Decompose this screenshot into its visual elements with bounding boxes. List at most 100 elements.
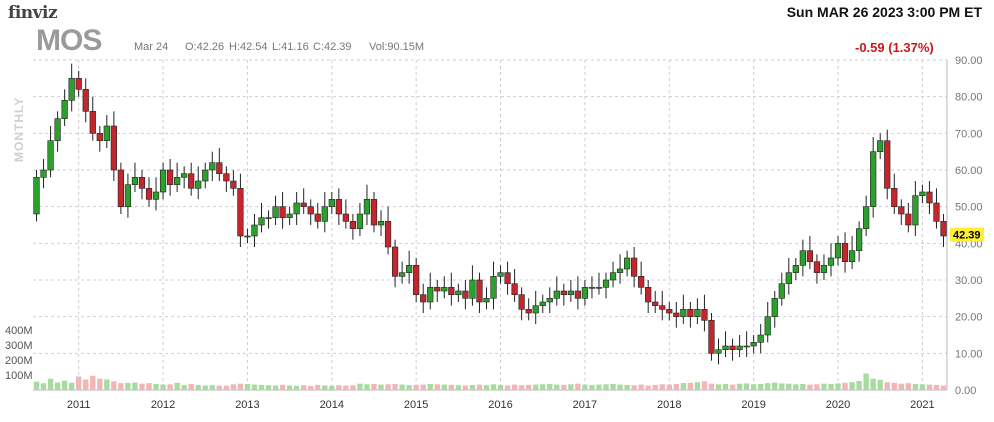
candle-body xyxy=(75,78,82,90)
volume-bar xyxy=(793,384,799,390)
candle-body xyxy=(722,345,729,350)
candle-body xyxy=(399,272,406,277)
candle-body xyxy=(391,246,399,277)
candle-body xyxy=(314,213,321,222)
x-tick-label: 2011 xyxy=(67,399,91,411)
volume-bar xyxy=(800,384,806,390)
candle-body xyxy=(539,301,546,306)
candle-body xyxy=(230,180,237,189)
volume-bar xyxy=(265,385,272,390)
candle-body xyxy=(827,257,835,266)
volume-bar xyxy=(209,385,215,390)
candle-body xyxy=(856,228,863,251)
quote-low: L:41.16 xyxy=(272,41,309,53)
candle-body xyxy=(321,206,328,222)
volume-bar xyxy=(413,384,419,390)
candle-body xyxy=(567,290,574,295)
candle-body xyxy=(729,345,736,350)
candle-body xyxy=(870,151,877,207)
candle-body xyxy=(82,89,89,112)
volume-bar xyxy=(111,381,117,390)
volume-bar xyxy=(568,384,574,390)
candle-body xyxy=(813,261,821,273)
volume-tick-label: 100M xyxy=(5,370,33,382)
volume-bar xyxy=(286,385,293,390)
volume-bar xyxy=(863,373,869,390)
candle-body xyxy=(202,169,209,182)
candle-body xyxy=(54,118,61,141)
volume-bar xyxy=(884,382,890,390)
candle-body xyxy=(377,221,385,226)
candle-body xyxy=(595,287,603,289)
volume-bar xyxy=(715,384,722,390)
volume-bar xyxy=(378,384,384,390)
volume-bar xyxy=(940,385,947,390)
candle-body xyxy=(694,309,701,317)
candle-body xyxy=(47,140,54,171)
volume-tick-label: 300M xyxy=(5,340,33,352)
volume-bar xyxy=(223,385,230,390)
candle-body xyxy=(370,199,378,226)
volume-bar xyxy=(680,383,687,390)
x-tick-label: 2018 xyxy=(657,399,681,411)
volume-bar xyxy=(919,384,926,390)
volume-bar xyxy=(814,384,820,390)
candle-body xyxy=(363,199,371,215)
y-tick-label: 60.00 xyxy=(955,165,983,177)
candle-body xyxy=(905,213,912,226)
volume-bar xyxy=(434,384,440,390)
volume-bar xyxy=(610,384,616,390)
price-change: -0.59 (1.37%) xyxy=(855,40,934,55)
volume-bar xyxy=(926,384,933,390)
candle-body xyxy=(891,188,898,207)
quote-date: Mar 24 xyxy=(134,41,169,53)
volume-bar xyxy=(912,384,919,390)
candle-body xyxy=(188,173,195,189)
candle-body xyxy=(912,195,919,226)
volume-bar xyxy=(357,383,363,390)
candle-body xyxy=(40,169,47,178)
candle-body xyxy=(743,345,750,348)
volume-bar xyxy=(293,385,300,390)
x-tick-label: 2015 xyxy=(404,399,428,411)
candle-body xyxy=(476,279,483,303)
candle-body xyxy=(919,191,926,196)
volume-bar xyxy=(497,384,504,390)
finviz-logo[interactable]: finviz xyxy=(8,3,58,23)
volume-bar xyxy=(54,382,61,390)
candle-body xyxy=(279,206,286,218)
candle-body xyxy=(455,290,462,295)
volume-bar xyxy=(701,381,708,390)
volume-bar xyxy=(540,384,546,390)
volume-bar xyxy=(729,384,736,390)
volume-bar xyxy=(821,383,827,390)
volume-bar xyxy=(722,384,729,390)
volume-bar xyxy=(758,384,764,390)
volume-bar xyxy=(167,384,173,390)
volume-bar xyxy=(645,385,651,390)
volume-bar xyxy=(448,384,455,390)
volume-bar xyxy=(329,385,335,390)
date-time: Sun MAR 26 2023 3:00 PM ET xyxy=(786,4,982,20)
candle-body xyxy=(820,265,828,273)
candle-body xyxy=(764,316,771,336)
candle-body xyxy=(750,342,757,347)
volume-bar xyxy=(659,384,665,390)
volume-bar xyxy=(146,383,152,390)
candle-body xyxy=(877,140,884,152)
quote-volume: Vol:90.15M xyxy=(369,41,425,53)
y-tick-label: 90.00 xyxy=(955,55,983,67)
y-tick-label: 30.00 xyxy=(955,275,983,287)
candle-body xyxy=(546,298,553,303)
quote-close: C:42.39 xyxy=(313,41,352,53)
candle-body xyxy=(736,345,743,350)
candle-body xyxy=(216,162,223,174)
volume-bar xyxy=(891,382,897,390)
ticker-symbol: MOS xyxy=(36,24,102,57)
candle-body xyxy=(532,305,539,314)
volume-bar xyxy=(842,382,848,390)
candle-body xyxy=(89,111,96,134)
candle-body xyxy=(490,276,497,299)
candle-body xyxy=(631,257,638,277)
